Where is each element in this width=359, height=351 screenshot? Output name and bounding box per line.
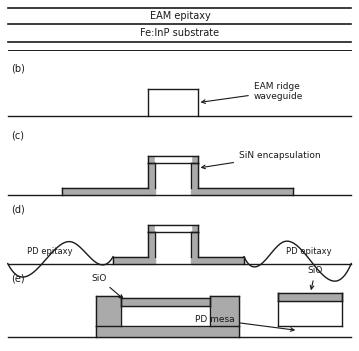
- Text: PD epitaxy: PD epitaxy: [27, 247, 73, 256]
- Text: (d): (d): [11, 205, 24, 214]
- Text: SiN encapsulation: SiN encapsulation: [202, 151, 321, 169]
- Text: SiO: SiO: [92, 274, 123, 298]
- Text: (c): (c): [11, 131, 24, 141]
- Text: (b): (b): [11, 64, 24, 74]
- Text: (e): (e): [11, 273, 24, 283]
- Text: PD mesa: PD mesa: [195, 315, 294, 331]
- Text: PD epitaxy: PD epitaxy: [286, 247, 332, 256]
- Text: EAM epitaxy: EAM epitaxy: [150, 11, 210, 21]
- Text: SiO: SiO: [308, 266, 323, 289]
- Text: EAM ridge
waveguide: EAM ridge waveguide: [202, 82, 303, 104]
- Text: Fe:InP substrate: Fe:InP substrate: [140, 28, 220, 38]
